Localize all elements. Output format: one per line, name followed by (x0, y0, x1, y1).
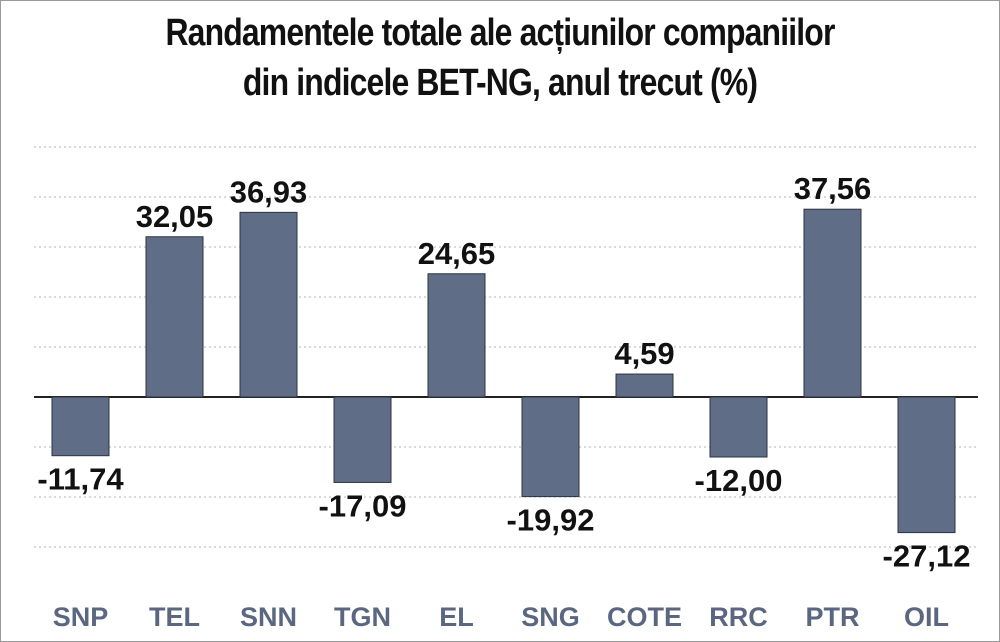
bars (51, 208, 956, 534)
chart-title-line-1: Randamentele totale ale acțiunilor compa… (165, 12, 835, 54)
category-label-sng: SNG (521, 602, 580, 632)
value-label-sng: -19,92 (507, 503, 595, 538)
value-labels: -11,74 32,05 36,93 -17,09 24,65 -19,92 4,59 -12… (37, 171, 970, 573)
value-label-oil: -27,12 (883, 539, 971, 574)
category-label-oil: OIL (904, 602, 949, 632)
category-label-ptr: PTR (806, 602, 860, 632)
bar-snp (51, 396, 110, 457)
value-label-ptr: 37,56 (794, 171, 872, 206)
bar-oil (897, 396, 956, 534)
category-label-snn: SNN (240, 602, 297, 632)
chart-title-line-2: din indicele BET-NG, anul trecut (%) (242, 62, 758, 104)
value-label-tel: 32,05 (136, 199, 214, 234)
bar-tgn (333, 396, 392, 483)
category-label-snp: SNP (53, 602, 109, 632)
category-label-cote: COTE (607, 602, 682, 632)
category-label-tel: TEL (149, 602, 200, 632)
value-label-tgn: -17,09 (319, 488, 407, 523)
value-label-snp: -11,74 (37, 462, 124, 497)
bar-ptr (803, 208, 862, 398)
value-label-rrc: -12,00 (695, 463, 783, 498)
category-label-rrc: RRC (709, 602, 768, 632)
value-label-el: 24,65 (418, 236, 496, 271)
bar-snn (239, 211, 298, 398)
value-label-snn: 36,93 (230, 174, 308, 209)
bar-cote (615, 373, 674, 398)
chart-title: Randamentele totale ale acțiunilor compa… (80, 8, 920, 108)
category-label-tgn: TGN (334, 602, 391, 632)
bar-sng (521, 396, 580, 498)
category-label-el: EL (439, 602, 474, 632)
bar-el (427, 273, 486, 398)
category-labels: SNP TEL SNN TGN EL SNG COTE RRC PTR OIL (53, 602, 949, 632)
bar-tel (145, 236, 204, 398)
value-label-cote: 4,59 (614, 336, 674, 371)
bar-rrc (709, 396, 768, 458)
